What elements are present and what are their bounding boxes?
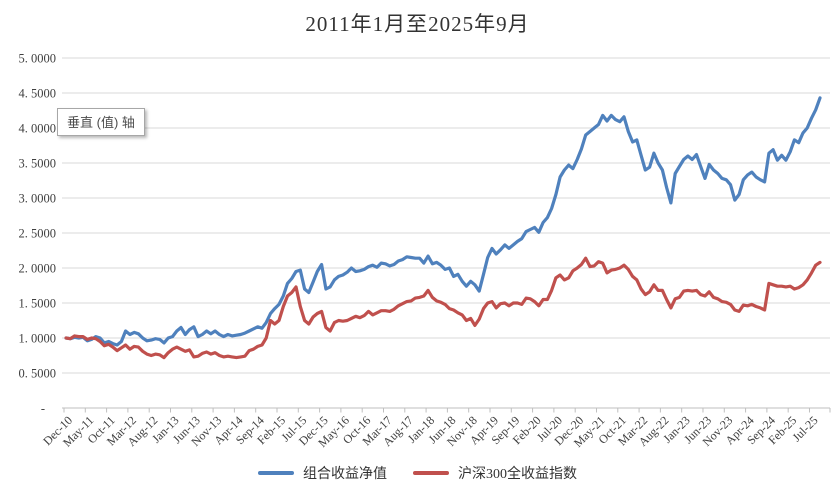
- y-axis-tick-label: 4. 0000: [19, 122, 57, 136]
- vertical-axis-tooltip-label: 垂直 (值) 轴: [67, 115, 135, 130]
- y-axis-tick-label: 1. 5000: [19, 297, 57, 311]
- y-axis-tick-label: 5. 0000: [19, 52, 57, 66]
- y-axis-tick-label: 0. 5000: [19, 367, 57, 381]
- legend-item-portfolio[interactable]: 组合收益净值: [258, 463, 387, 483]
- y-axis-tick-label: -: [41, 402, 45, 416]
- x-axis-tick-label: Jul-25: [789, 413, 820, 444]
- legend-label-index: 沪深300全收益指数: [458, 467, 577, 482]
- y-axis-tick-label: 3. 0000: [19, 192, 57, 206]
- legend-line-swatch-blue: [258, 471, 294, 475]
- legend-line-swatch-red: [413, 471, 449, 475]
- y-axis-tick-label: 2. 0000: [19, 262, 57, 276]
- y-axis-tick-label: 2. 5000: [19, 227, 57, 241]
- legend-item-index[interactable]: 沪深300全收益指数: [413, 463, 577, 483]
- series-line-blue: [64, 96, 822, 347]
- y-axis-tick-label: 3. 5000: [19, 157, 57, 171]
- chart-title: 2011年1月至2025年9月: [305, 12, 530, 36]
- vertical-axis-tooltip: 垂直 (值) 轴: [57, 108, 145, 136]
- legend-label-portfolio: 组合收益净值: [303, 467, 387, 482]
- y-axis-tick-label: 1. 0000: [19, 332, 57, 346]
- series-line-red: [64, 256, 822, 360]
- y-axis-tick-label: 4. 5000: [19, 87, 57, 101]
- legend: 组合收益净值 沪深300全收益指数: [0, 461, 835, 485]
